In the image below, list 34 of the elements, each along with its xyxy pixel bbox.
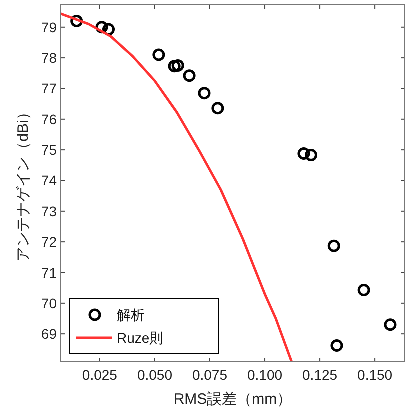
y-tick-label: 77 bbox=[41, 80, 58, 97]
y-tick-label: 70 bbox=[41, 295, 58, 312]
y-tick-label: 76 bbox=[41, 111, 58, 128]
y-tick-label: 75 bbox=[41, 142, 58, 158]
x-tick-label: 0.025 bbox=[82, 367, 118, 383]
y-tick-label: 74 bbox=[41, 172, 58, 189]
x-tick-label: 0.100 bbox=[248, 367, 283, 383]
point bbox=[384, 318, 397, 332]
point bbox=[172, 59, 184, 72]
x-tick-label: 0.125 bbox=[302, 367, 338, 383]
legend-label: Ruze則 bbox=[117, 330, 164, 346]
point bbox=[298, 148, 310, 160]
y-tick-label: 73 bbox=[41, 203, 58, 220]
point bbox=[198, 87, 211, 100]
y-tick-label: 78 bbox=[41, 50, 58, 66]
y-tick-label: 69 bbox=[41, 326, 58, 342]
x-tick-label: 0.075 bbox=[192, 367, 228, 383]
point bbox=[328, 240, 340, 252]
point bbox=[212, 102, 224, 115]
x-axis-title: RMS誤差（mm） bbox=[174, 391, 292, 408]
x-tick-label: 0.050 bbox=[137, 367, 173, 383]
point bbox=[183, 70, 196, 82]
line-series bbox=[61, 12, 294, 362]
y-tick-label: 71 bbox=[41, 264, 58, 281]
point bbox=[330, 339, 344, 352]
point bbox=[304, 149, 318, 162]
point bbox=[358, 284, 370, 296]
legend-label: 解析 bbox=[117, 307, 145, 323]
y-tick-label: 72 bbox=[41, 234, 58, 250]
x-tick-label: 0.150 bbox=[358, 367, 393, 383]
point bbox=[152, 48, 166, 62]
y-axis-title: アンテナゲイン（dBi） bbox=[15, 105, 32, 262]
y-tick-label: 79 bbox=[41, 19, 58, 36]
point bbox=[168, 60, 181, 73]
